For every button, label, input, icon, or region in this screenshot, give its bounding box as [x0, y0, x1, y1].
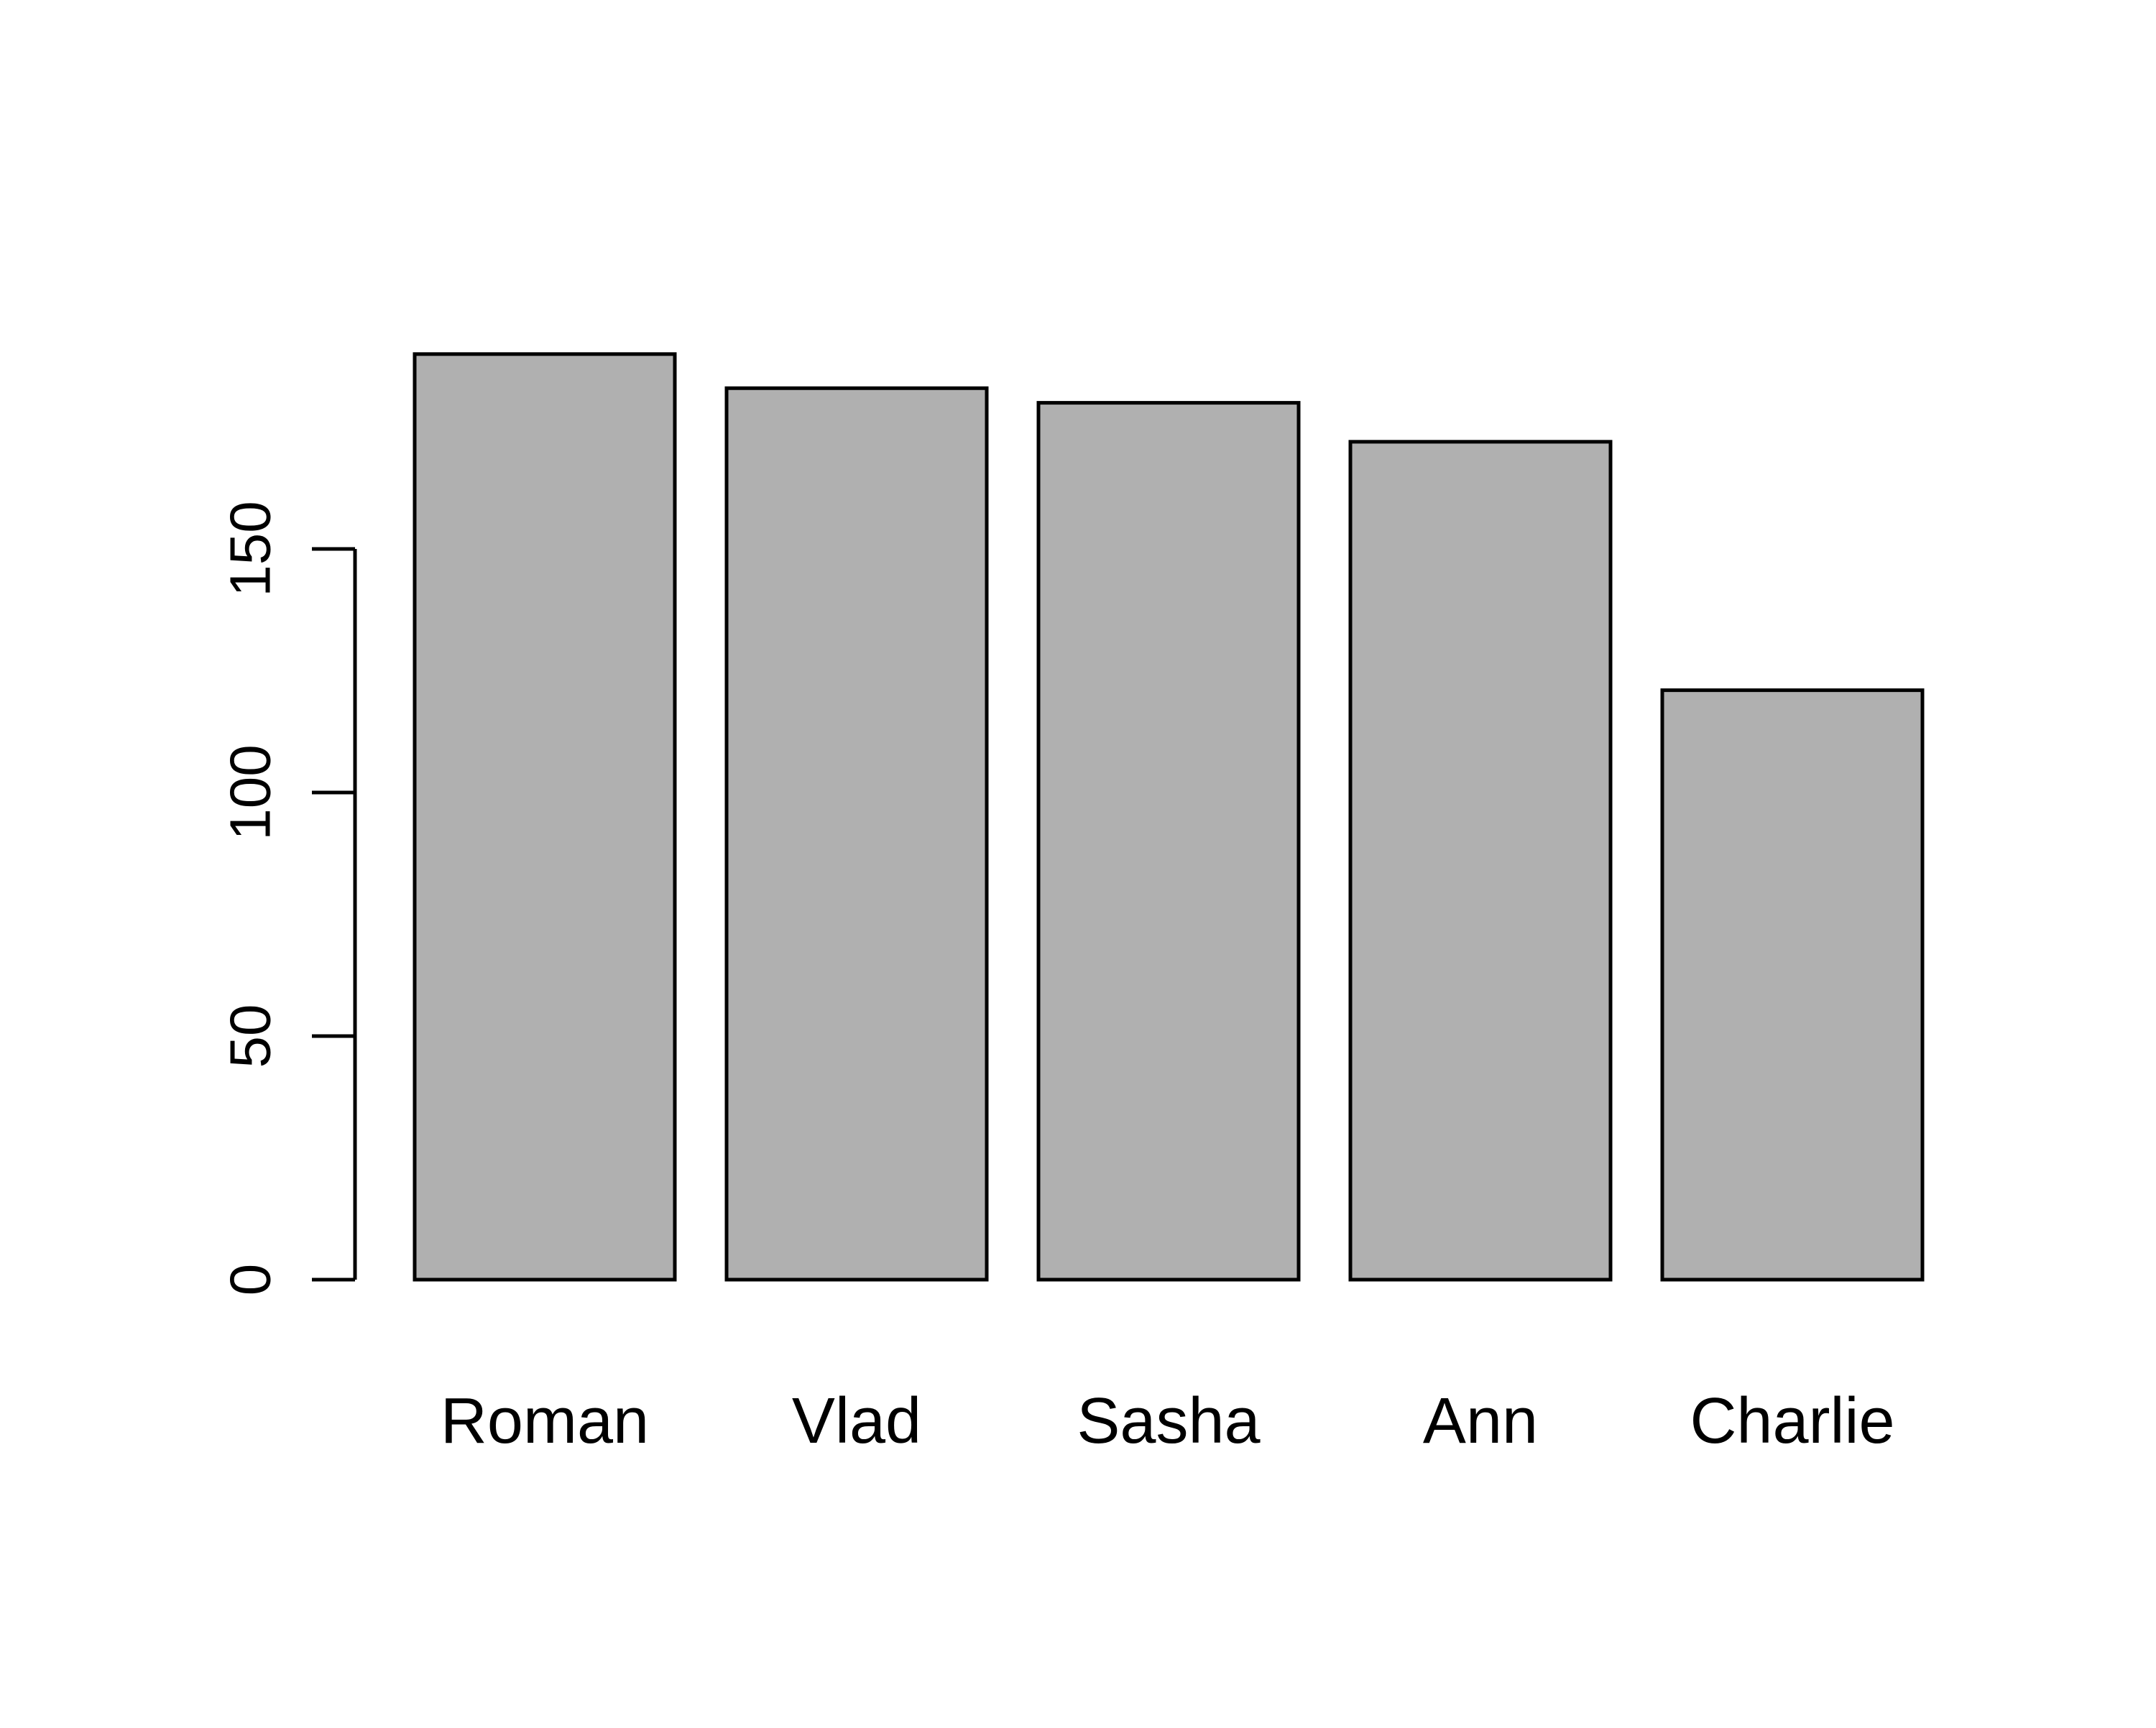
- x-category-label: Roman: [441, 1385, 649, 1457]
- y-tick-label: 50: [218, 1004, 282, 1068]
- x-axis-labels: Roman Vlad Sasha Ann Charlie: [441, 1385, 1895, 1457]
- x-category-label: Vlad: [792, 1385, 921, 1457]
- bar-charlie: [1660, 688, 1925, 1282]
- y-tick-label: 0: [218, 1264, 282, 1296]
- x-category-label: Ann: [1423, 1385, 1538, 1457]
- x-category-label: Sasha: [1077, 1385, 1261, 1457]
- y-tick-label: 150: [218, 501, 282, 596]
- bars-group: [413, 352, 1925, 1282]
- bar-roman: [413, 352, 677, 1282]
- y-axis: 0 50 100 150: [218, 501, 357, 1296]
- bar-sasha: [1036, 401, 1301, 1282]
- x-category-label: Charlie: [1690, 1385, 1894, 1457]
- y-tick-label: 100: [218, 744, 282, 840]
- bar-vlad: [724, 386, 989, 1282]
- bar-ann: [1348, 440, 1613, 1282]
